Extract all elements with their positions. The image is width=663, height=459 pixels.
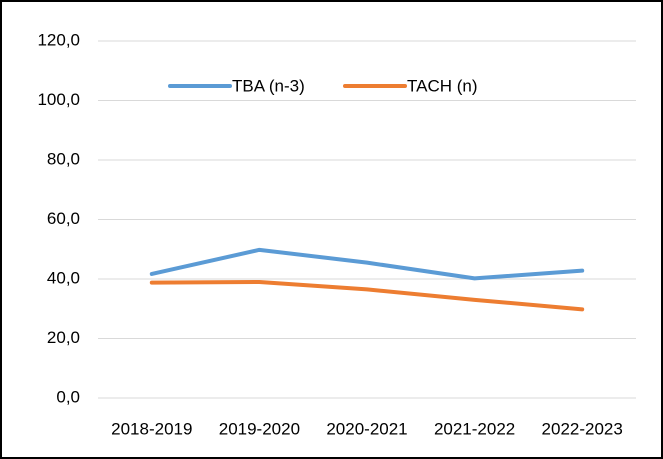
y-tick-label: 120,0 [37,30,80,49]
x-tick-label: 2019-2020 [219,419,300,438]
data-line [149,247,585,281]
legend-label: TACH (n) [407,76,478,95]
y-tick-label: 60,0 [47,209,80,228]
x-tick-label: 2021-2022 [434,419,515,438]
y-tick-label: 100,0 [37,90,80,109]
x-tick-label: 2018-2019 [111,419,192,438]
legend-label: TBA (n-3) [232,76,305,95]
y-tick-label: 20,0 [47,328,80,347]
x-tick-label: 2020-2021 [326,419,407,438]
y-tick-label: 0,0 [56,387,80,406]
y-tick-label: 40,0 [47,268,80,287]
data-line [149,279,585,312]
y-tick-label: 80,0 [47,149,80,168]
x-tick-label: 2022-2023 [542,419,623,438]
